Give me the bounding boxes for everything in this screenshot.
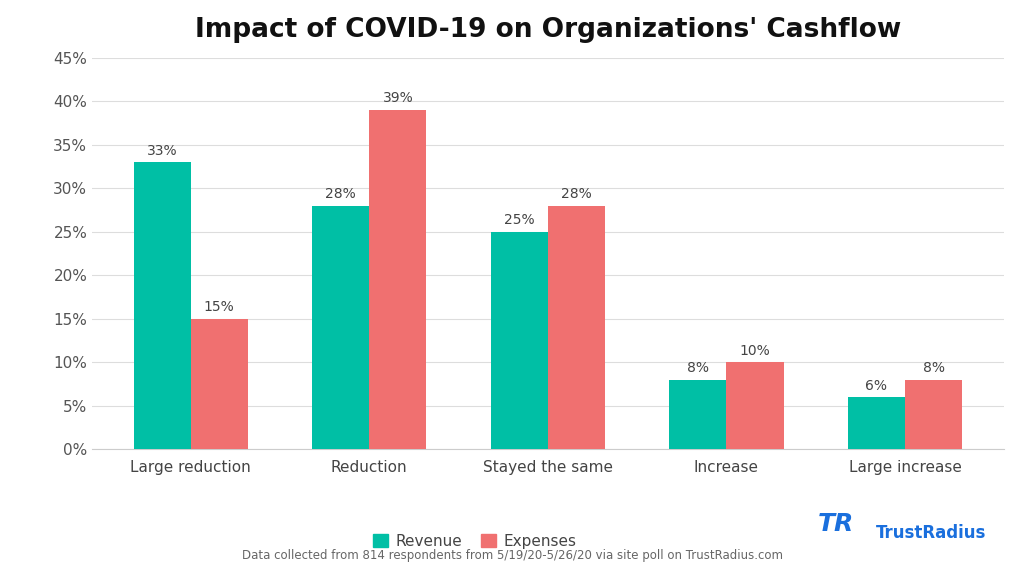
Text: 25%: 25% xyxy=(504,213,535,228)
Text: 33%: 33% xyxy=(146,143,177,158)
Legend: Revenue, Expenses: Revenue, Expenses xyxy=(367,528,583,555)
Bar xyxy=(133,162,190,449)
Text: Data collected from 814 respondents from 5/19/20-5/26/20 via site poll on TrustR: Data collected from 814 respondents from… xyxy=(242,548,782,562)
Bar xyxy=(312,206,370,449)
Text: 6%: 6% xyxy=(865,378,888,393)
Text: 10%: 10% xyxy=(739,344,770,358)
Bar xyxy=(848,397,905,449)
Text: 28%: 28% xyxy=(561,187,592,201)
Text: 8%: 8% xyxy=(687,361,709,376)
Bar xyxy=(905,380,963,449)
Text: 39%: 39% xyxy=(383,92,414,105)
Bar xyxy=(670,380,726,449)
Bar xyxy=(490,232,548,449)
Text: TR: TR xyxy=(818,512,854,536)
Text: 28%: 28% xyxy=(326,187,356,201)
Text: 8%: 8% xyxy=(923,361,944,376)
Text: 15%: 15% xyxy=(204,300,234,314)
Bar xyxy=(370,110,426,449)
Bar xyxy=(548,206,605,449)
Bar xyxy=(190,319,248,449)
Title: Impact of COVID-19 on Organizations' Cashflow: Impact of COVID-19 on Organizations' Cas… xyxy=(195,17,901,43)
Bar xyxy=(726,362,783,449)
Text: TrustRadius: TrustRadius xyxy=(876,524,986,542)
